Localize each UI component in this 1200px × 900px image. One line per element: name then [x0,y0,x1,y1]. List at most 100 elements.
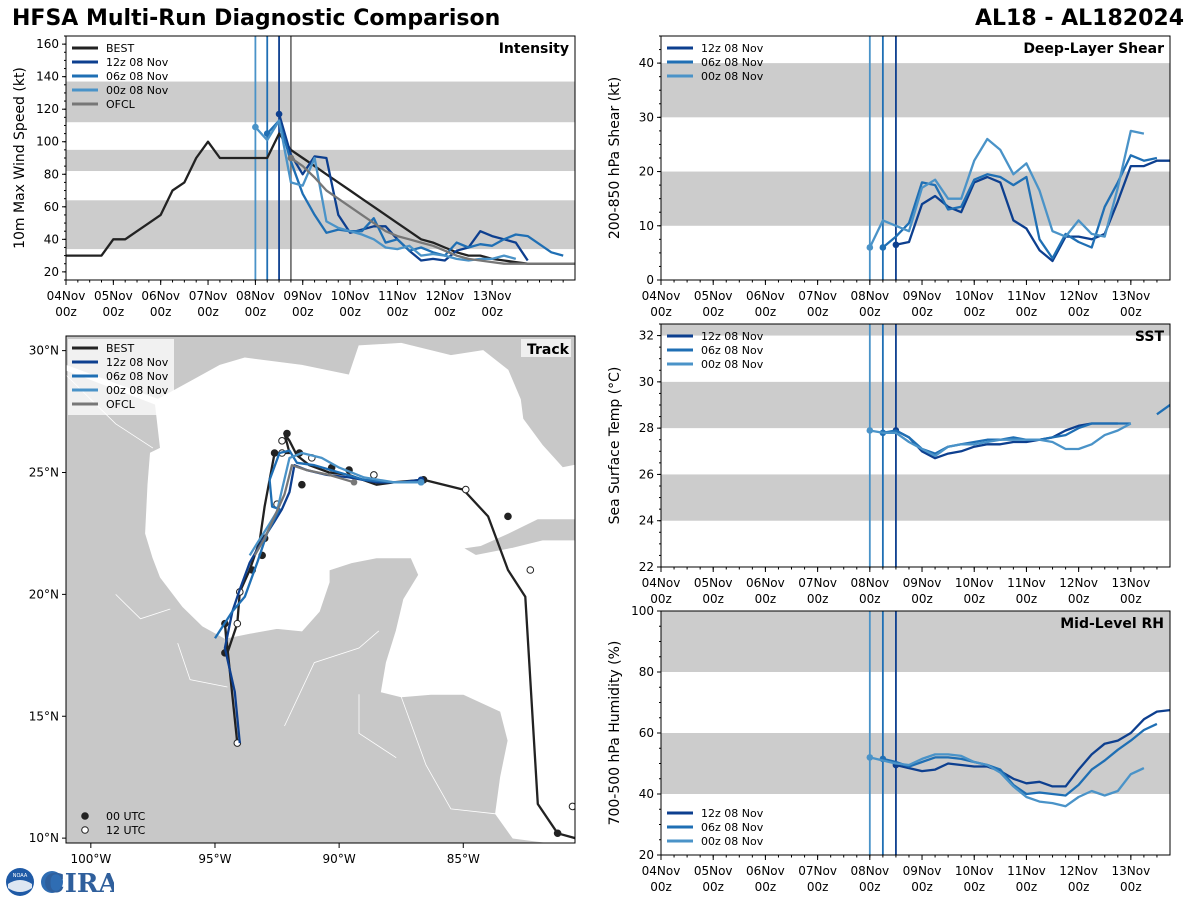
track-y-tick-label: 25°N [29,466,59,480]
intensity-legend-label: 00z 08 Nov [106,84,169,97]
shear-series-start-point [866,244,874,251]
country-border [177,642,228,688]
sst-y-tick-label: 30 [639,375,654,389]
intensity-y-axis-label: 10m Max Wind Speed (kt) [12,67,28,249]
intensity-x-tick-label: 04Nov [47,289,86,303]
sst-x-tick-label: 09Nov [903,576,942,590]
rh-x-tick-label: 07Nov [798,864,837,878]
shear-legend-label: 06z 08 Nov [701,56,764,69]
track-point-12utc [233,619,242,628]
shear-y-tick-label: 30 [639,110,654,124]
intensity-y-tick-label: 60 [44,200,59,214]
shear-plot-area [661,36,1170,280]
intensity-y-tick-label: 80 [44,167,59,181]
shear-legend-label: 12z 08 Nov [701,42,764,55]
shear-x-tick-label: 00z [702,305,724,319]
cira-globe-icon [41,871,63,893]
rh-x-tick-label: 13Nov [1111,864,1150,878]
intensity-series-06z-08-nov [266,119,564,257]
shear-series-00z-08-nov [868,129,1145,249]
sst-threshold-band [661,324,1170,336]
sst-threshold-band [661,474,1170,521]
land-mass [66,336,575,843]
intensity-threshold-band [66,81,575,123]
shear-x-tick-label: 00z [963,305,985,319]
track-legend-label: 12z 08 Nov [106,356,169,369]
intensity-x-tick-label: 10Nov [331,289,370,303]
intensity-y-tick-label: 120 [36,102,59,116]
sst-series-00z-08-nov [869,422,1132,458]
marker-legend-label: 12 UTC [106,824,146,837]
shear-series-12z-08-nov [895,159,1170,263]
track-legend-label: BEST [106,342,134,355]
shear-x-tick-label: 08Nov [850,289,889,303]
sst-x-tick-label: 00z [807,592,829,606]
intensity-legend-label: BEST [106,42,134,55]
shear-x-tick-label: 06Nov [746,289,785,303]
intensity-y-tick-label: 140 [36,70,59,84]
sst-frame [660,323,1171,568]
marker-legend-symbol [81,826,89,834]
track-line-00z-08-nov [248,451,422,557]
rh-x-tick-label: 00z [1016,880,1038,894]
track-map-area [66,336,575,843]
intensity-x-tick-label: 00z [197,305,219,319]
intensity-y-tick-label: 160 [36,37,59,51]
rh-threshold-band [661,611,1170,672]
shear-x-tick-label: 00z [755,305,777,319]
sst-x-tick-label: 00z [702,592,724,606]
panel-track: 100°W 95°W 90°W 85°W 10°N 15°N 20°N 25°N 30°N Tra… [29,335,576,866]
shear-x-tick-label: 00z [911,305,933,319]
shear-y-axis-label: 200-850 hPa Shear (kt) [607,77,623,239]
rh-x-tick-label: 10Nov [955,864,994,878]
shear-x-tick-label: 00z [1120,305,1142,319]
sst-y-tick-label: 28 [639,421,654,435]
intensity-y-tick-label: 20 [44,265,59,279]
rh-series-start-point [866,754,874,761]
rh-x-tick-label: 00z [963,880,985,894]
intensity-series-start-point [275,110,283,118]
intensity-x-tick-label: 06Nov [141,289,180,303]
intensity-x-tick-label: 07Nov [189,289,228,303]
sst-x-tick-label: 00z [963,592,985,606]
sst-x-tick-label: 00z [1120,592,1142,606]
panel-sst: 22 24 26 28 30 32 04Nov 00z 05Nov 00z 06Nov 00z 07No… [607,323,1171,606]
storm-id: AL18 - AL182024 [975,6,1184,31]
sst-x-tick-label: 00z [650,592,672,606]
rh-x-tick-label: 09Nov [903,864,942,878]
page-title: HFSA Multi-Run Diagnostic Comparison [12,6,501,31]
track-legend-label: 06z 08 Nov [106,370,169,383]
sst-y-tick-label: 24 [639,514,654,528]
shear-x-tick-label: 00z [650,305,672,319]
shear-x-tick-label: 00z [1068,305,1090,319]
cira-logo: NOAA CIRA [4,866,114,898]
track-point-00utc [504,512,512,521]
intensity-x-tick-label: 00z [292,305,314,319]
rh-x-tick-label: 04Nov [642,864,681,878]
intensity-series-start-point [287,154,295,162]
shear-y-tick-label: 20 [639,165,654,179]
rh-legend-label: 12z 08 Nov [701,807,764,820]
sst-legend-label: 06z 08 Nov [701,344,764,357]
intensity-x-tick-label: 00z [481,305,503,319]
rh-plot-area [661,611,1170,855]
intensity-y-tick-label: 100 [36,135,59,149]
sst-legend-label: 00z 08 Nov [701,358,764,371]
shear-y-tick-label: 40 [639,56,654,70]
land-mass [66,336,575,469]
rh-title: Mid-Level RH [1060,616,1164,632]
rh-y-tick-label: 80 [639,665,654,679]
sst-x-tick-label: 00z [859,592,881,606]
track-frame [65,335,576,844]
rh-x-tick-label: 06Nov [746,864,785,878]
intensity-legend-label: 12z 08 Nov [106,56,169,69]
intensity-x-tick-label: 00z [339,305,361,319]
rh-y-tick-label: 60 [639,726,654,740]
track-y-tick-label: 10°N [29,831,59,845]
sst-x-tick-label: 00z [755,592,777,606]
panel-intensity: 20 40 60 80 100 120 140 160 04Nov 00z 05Nov 00z 06No… [12,35,576,319]
intensity-series-ofcl [290,157,575,265]
track-point-00utc [283,429,291,438]
country-border [284,630,380,727]
